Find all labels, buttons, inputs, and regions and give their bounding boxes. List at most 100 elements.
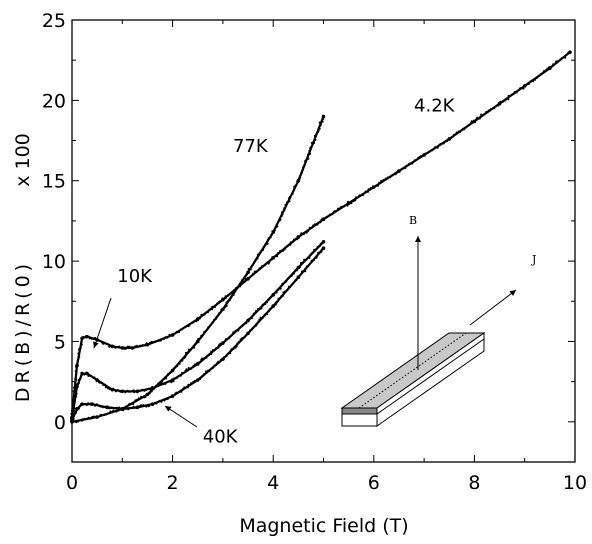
noise-dot bbox=[442, 142, 445, 145]
noise-dot bbox=[217, 344, 221, 347]
noise-dot bbox=[312, 141, 316, 144]
noise-dot bbox=[281, 249, 285, 252]
noise-dot bbox=[267, 310, 270, 313]
noise-dot bbox=[74, 394, 77, 397]
noise-dot bbox=[292, 281, 295, 284]
noise-dot bbox=[110, 406, 113, 409]
noise-dot bbox=[148, 341, 152, 344]
noise-dot bbox=[80, 402, 83, 406]
noise-dot bbox=[132, 405, 135, 408]
noise-dot bbox=[162, 337, 165, 340]
x-axis-label: Magnetic Field (T) bbox=[239, 515, 408, 537]
noise-dot bbox=[215, 347, 218, 350]
noise-dot bbox=[313, 134, 316, 138]
noise-dot bbox=[114, 390, 117, 393]
noise-dot bbox=[107, 343, 110, 346]
noise-dot bbox=[82, 335, 85, 339]
noise-dot bbox=[277, 251, 280, 255]
noise-dot bbox=[292, 272, 296, 275]
noise-dot bbox=[550, 65, 553, 68]
noise-dot bbox=[95, 403, 98, 406]
noise-dot bbox=[264, 243, 267, 246]
data-point bbox=[321, 240, 326, 244]
noise-dot bbox=[234, 289, 237, 292]
bar-side-face bbox=[376, 332, 485, 427]
noise-dot bbox=[145, 392, 149, 396]
noise-dot bbox=[97, 339, 100, 342]
b-label: B bbox=[409, 214, 417, 227]
noise-dot bbox=[228, 335, 231, 339]
noise-dot bbox=[147, 405, 150, 408]
noise-dot bbox=[229, 352, 232, 355]
noise-dot bbox=[93, 376, 96, 379]
noise-dot bbox=[151, 386, 154, 389]
noise-dot bbox=[140, 404, 143, 407]
noise-dot bbox=[259, 316, 262, 319]
noise-dot bbox=[177, 330, 181, 334]
noise-dot bbox=[371, 185, 374, 188]
noise-dot bbox=[211, 305, 214, 308]
noise-dot bbox=[424, 152, 427, 155]
noise-dot bbox=[79, 377, 82, 380]
noise-dot bbox=[290, 284, 293, 287]
noise-dot bbox=[463, 128, 466, 131]
noise-dot bbox=[81, 373, 84, 376]
noise-dot bbox=[168, 380, 171, 383]
noise-dot bbox=[150, 390, 153, 393]
noise-dot bbox=[255, 323, 258, 326]
noise-dot bbox=[281, 213, 284, 216]
noise-dot bbox=[476, 116, 479, 119]
noise-dot bbox=[564, 56, 567, 59]
noise-dot bbox=[532, 80, 535, 83]
noise-dot bbox=[268, 308, 271, 311]
noise-dot bbox=[195, 320, 198, 323]
noise-dot bbox=[74, 381, 77, 384]
noise-dot bbox=[104, 413, 107, 416]
noise-dot bbox=[248, 276, 251, 279]
noise-dot bbox=[266, 242, 269, 245]
noise-dot bbox=[121, 390, 124, 393]
noise-dot bbox=[292, 189, 295, 192]
noise-dot bbox=[303, 164, 306, 167]
noise-dot bbox=[137, 397, 140, 400]
noise-dot bbox=[246, 332, 249, 336]
noise-dot bbox=[219, 342, 222, 345]
noise-dot bbox=[105, 405, 108, 408]
noise-dot bbox=[419, 155, 423, 158]
noise-dot bbox=[75, 421, 78, 424]
noise-dot bbox=[488, 109, 491, 112]
noise-dot bbox=[87, 416, 90, 419]
noise-dot bbox=[275, 291, 278, 294]
noise-dot bbox=[304, 159, 307, 162]
noise-dot bbox=[355, 196, 358, 199]
noise-dot bbox=[175, 377, 178, 380]
noise-dot bbox=[249, 329, 252, 332]
noise-dot bbox=[112, 387, 115, 390]
noise-dot bbox=[116, 409, 119, 412]
noise-dot bbox=[208, 308, 211, 311]
noise-dot bbox=[194, 363, 197, 366]
noise-dot bbox=[266, 313, 269, 316]
noise-dot bbox=[145, 342, 148, 345]
noise-dot bbox=[108, 407, 111, 410]
noise-dot bbox=[72, 409, 76, 412]
noise-dot bbox=[81, 418, 84, 421]
noise-dot bbox=[232, 347, 235, 350]
j-label: J bbox=[531, 253, 536, 266]
noise-dot bbox=[250, 265, 253, 269]
noise-dot bbox=[285, 245, 288, 248]
noise-dot bbox=[226, 352, 230, 355]
noise-dot bbox=[220, 309, 223, 312]
noise-dot bbox=[74, 370, 77, 373]
noise-dot bbox=[135, 399, 138, 402]
noise-dot bbox=[192, 364, 195, 367]
noise-dot bbox=[239, 338, 242, 341]
noise-dot bbox=[208, 369, 211, 372]
noise-dot bbox=[261, 316, 264, 319]
bar-front-lower bbox=[341, 413, 378, 427]
noise-dot bbox=[282, 291, 285, 294]
noise-dot bbox=[519, 87, 522, 90]
noise-dot bbox=[72, 413, 75, 416]
noise-dot bbox=[200, 334, 203, 337]
noise-dot bbox=[499, 100, 502, 103]
